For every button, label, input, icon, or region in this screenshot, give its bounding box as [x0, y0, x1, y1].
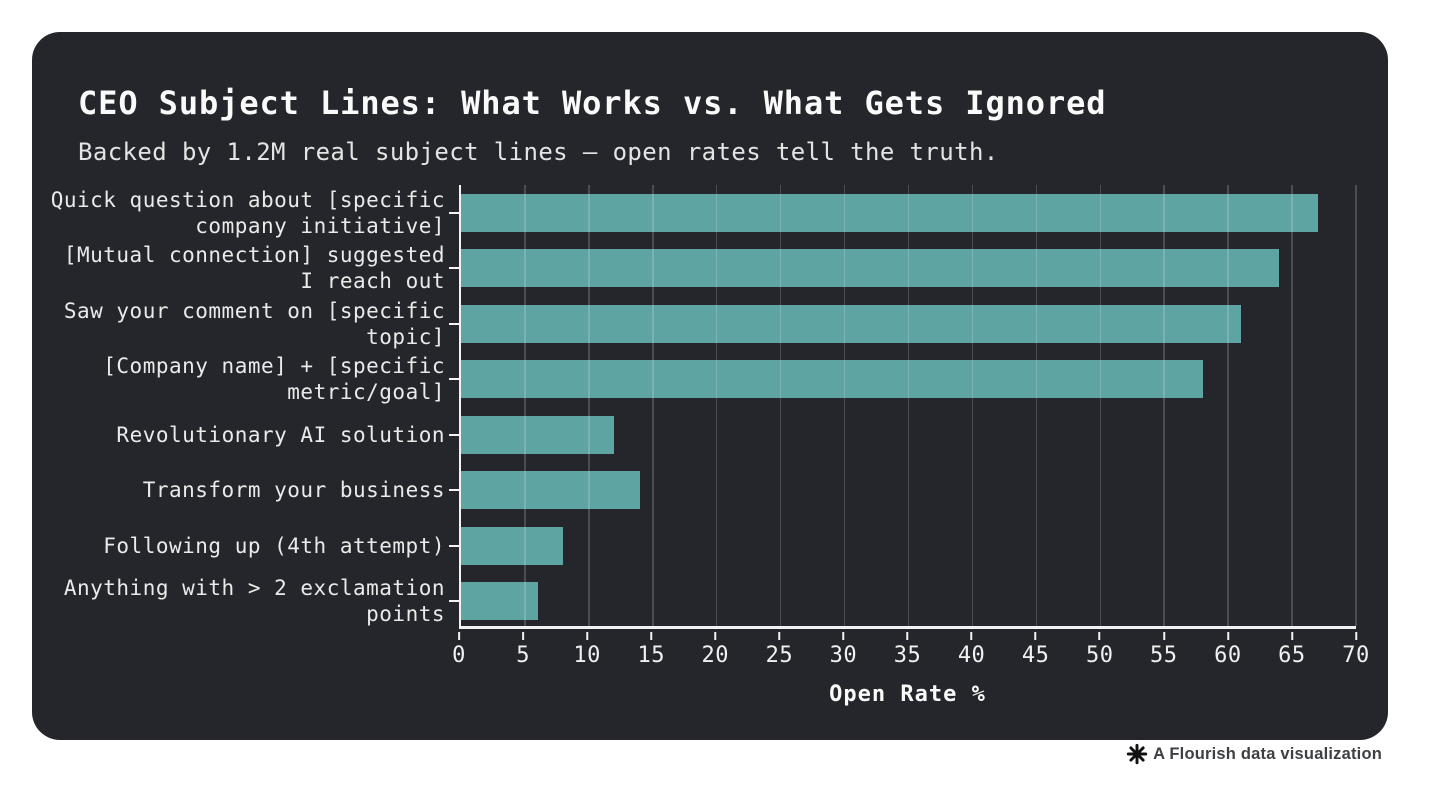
x-tick-label: 45 — [1021, 643, 1050, 668]
gridline — [1099, 185, 1102, 626]
x-tick-mark — [970, 632, 973, 640]
x-tick-mark — [650, 632, 653, 640]
x-tick-mark — [1226, 632, 1229, 640]
gridline — [971, 185, 974, 626]
x-axis-tick: 25 — [766, 632, 794, 668]
category-label: Following up (4th attempt) — [103, 533, 445, 558]
gridline — [588, 185, 590, 626]
x-axis-tick: 15 — [637, 632, 665, 668]
y-axis-tick — [449, 267, 459, 270]
y-axis-tick — [449, 489, 459, 492]
x-axis-tick: 55 — [1150, 632, 1178, 668]
gridline — [1035, 185, 1038, 626]
x-tick-mark — [1355, 632, 1357, 640]
x-axis-tick: 70 — [1342, 632, 1370, 668]
x-axis-tick: 65 — [1278, 632, 1306, 668]
credit-text: A Flourish data visualization — [1153, 744, 1382, 763]
bar[interactable] — [461, 415, 615, 454]
x-axis-tick: 35 — [894, 632, 922, 668]
gridline — [1227, 185, 1229, 626]
x-tick-label: 35 — [893, 643, 922, 668]
chart-subtitle: Backed by 1.2M real subject lines — open… — [78, 138, 999, 166]
x-axis-tick: 10 — [573, 632, 601, 668]
category-label: [Mutual connection] suggested I reach ou… — [63, 243, 445, 294]
x-tick-mark — [1034, 632, 1037, 640]
y-axis-tick — [449, 600, 459, 603]
x-axis-tick: 5 — [516, 632, 530, 668]
bar[interactable] — [461, 193, 1318, 232]
chart-title: CEO Subject Lines: What Works vs. What G… — [78, 84, 1107, 122]
x-tick-label: 20 — [701, 643, 730, 668]
x-tick-label: 60 — [1214, 643, 1242, 668]
bar[interactable] — [461, 526, 564, 565]
bar[interactable] — [461, 471, 640, 510]
x-tick-mark — [778, 632, 781, 640]
x-tick-label: 50 — [1085, 643, 1114, 668]
y-axis-tick — [449, 433, 459, 436]
x-axis-tick: 50 — [1086, 632, 1114, 668]
x-axis-tick: 30 — [830, 632, 858, 668]
category-label: Revolutionary AI solution — [116, 422, 445, 447]
x-tick-mark — [522, 632, 525, 640]
x-axis: 0 5 10 15 20 25 30 35 40 45 50 55 60 65 70 — [452, 632, 1369, 672]
gridline — [843, 185, 846, 626]
x-axis-tick: 60 — [1214, 632, 1242, 668]
gridline — [779, 185, 782, 626]
category-label: [Company name] + [specific metric/goal] — [103, 354, 445, 405]
x-tick-mark — [458, 632, 460, 640]
gridline — [1291, 185, 1293, 626]
gridline — [652, 185, 654, 626]
x-tick-mark — [842, 632, 845, 640]
bar[interactable] — [461, 249, 1280, 288]
y-axis-tick — [449, 211, 459, 214]
x-tick-label: 40 — [957, 643, 986, 668]
x-tick-label: 70 — [1342, 643, 1370, 668]
category-label-column: Quick question about [specific company i… — [42, 185, 445, 629]
x-tick-mark — [1162, 632, 1165, 640]
category-label: Quick question about [specific company i… — [50, 187, 445, 238]
x-tick-label: 10 — [573, 643, 601, 668]
chart-card: CEO Subject Lines: What Works vs. What G… — [32, 32, 1388, 740]
y-axis-tick — [449, 378, 459, 381]
x-axis-tick: 40 — [958, 632, 986, 668]
gridline — [907, 185, 910, 626]
gridline — [524, 185, 526, 626]
y-axis-tick — [449, 322, 459, 325]
gridline — [1163, 185, 1165, 626]
x-tick-mark — [1290, 632, 1293, 640]
x-axis-tick: 45 — [1022, 632, 1050, 668]
x-tick-mark — [1098, 632, 1101, 640]
bar[interactable] — [461, 582, 538, 621]
x-tick-label: 30 — [829, 643, 858, 668]
y-axis-tick — [449, 544, 459, 547]
x-tick-mark — [586, 632, 589, 640]
x-tick-mark — [906, 632, 909, 640]
x-tick-label: 5 — [516, 643, 530, 668]
category-label: Saw your comment on [specific topic] — [63, 298, 445, 349]
x-tick-label: 55 — [1150, 643, 1178, 668]
gridline — [715, 185, 718, 626]
category-label: Transform your business — [142, 478, 445, 503]
bar[interactable] — [461, 304, 1241, 343]
x-tick-label: 65 — [1278, 643, 1306, 668]
x-axis-tick: 20 — [702, 632, 730, 668]
x-tick-label: 15 — [637, 643, 665, 668]
x-tick-mark — [714, 632, 717, 640]
x-axis-tick: 0 — [452, 632, 466, 668]
x-tick-label: 0 — [452, 643, 466, 668]
x-axis-label: Open Rate % — [829, 682, 986, 707]
gridline — [1355, 185, 1357, 626]
x-tick-label: 25 — [765, 643, 794, 668]
flourish-asterisk-icon — [1126, 743, 1148, 765]
plot-area — [449, 185, 1357, 629]
category-label: Anything with > 2 exclamation points — [63, 576, 445, 627]
bar[interactable] — [461, 360, 1203, 399]
flourish-credit-link[interactable]: A Flourish data visualization — [1126, 743, 1382, 765]
